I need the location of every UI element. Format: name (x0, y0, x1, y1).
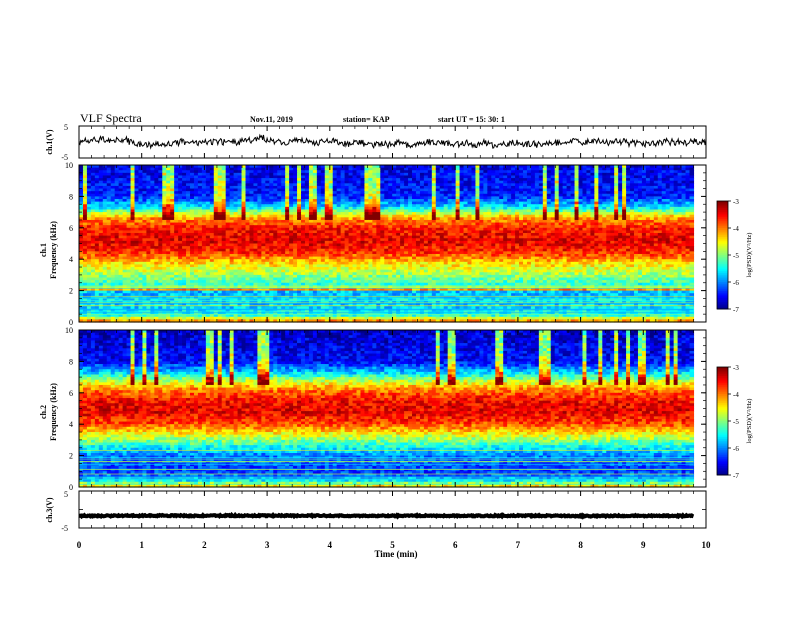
ch1-spectrogram-image (79, 165, 706, 323)
ch1-ylabel: ch.1(V) (45, 129, 54, 154)
figure-title: VLF Spectra (80, 111, 142, 125)
ch1-ytick-top: 5 (64, 123, 68, 132)
station-label: station= KAP (343, 115, 390, 124)
ch1-waveform-panel: ch.1(V) 5 -5 (45, 123, 706, 162)
date-label: Nov.11, 2019 (250, 115, 293, 124)
start-time-label: start UT = 15: 30: 1 (438, 115, 505, 124)
waveform-line (79, 135, 706, 148)
